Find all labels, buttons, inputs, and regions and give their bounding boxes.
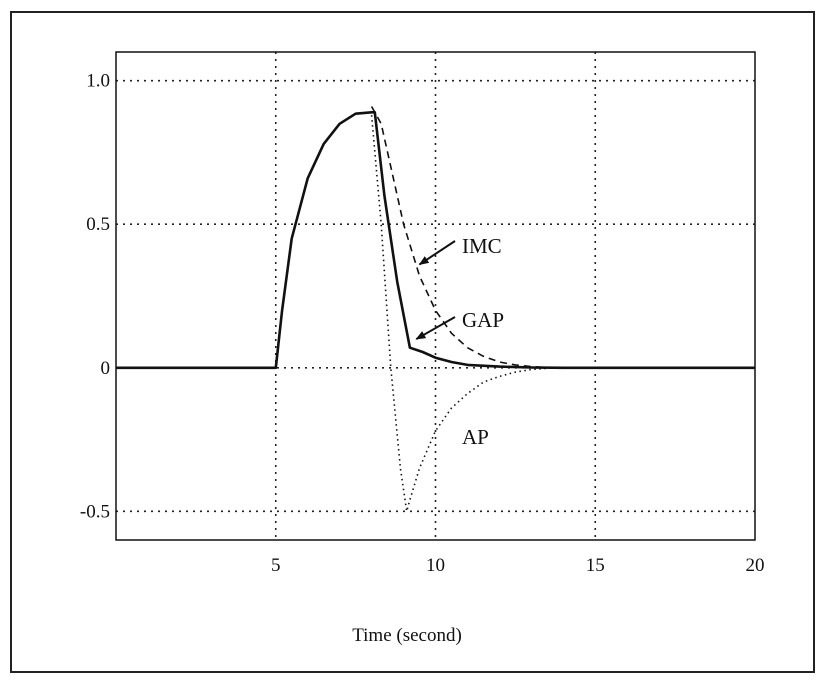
tick-labels: 5 10 15 20 1.0 0.5 0 -0.5 <box>80 71 765 576</box>
x-axis-label: Time (second) <box>352 625 462 646</box>
y-tick-label: 0.5 <box>86 214 110 235</box>
series-line-imc <box>370 106 564 369</box>
annotation-label-gap: GAP <box>462 308 504 332</box>
annotation-label-ap: AP <box>462 425 489 449</box>
plot-area <box>115 51 756 541</box>
grid <box>116 52 755 540</box>
y-tick-label: 1.0 <box>86 71 110 92</box>
annotation-arrow-gap <box>415 316 456 340</box>
y-tick-label: -0.5 <box>80 501 110 522</box>
x-tick-label: 15 <box>586 555 605 576</box>
x-tick-label: 10 <box>426 555 445 576</box>
series-line-gap <box>116 111 755 370</box>
annotation-arrow-imc <box>418 240 456 266</box>
x-tick-label: 5 <box>271 555 281 576</box>
series-group <box>116 106 755 513</box>
figure-frame <box>10 11 815 673</box>
x-tick-label: 20 <box>746 555 765 576</box>
annotation-label-imc: IMC <box>462 234 502 258</box>
annotations: IMC GAP AP <box>415 234 504 449</box>
y-tick-label: 0 <box>101 358 111 379</box>
